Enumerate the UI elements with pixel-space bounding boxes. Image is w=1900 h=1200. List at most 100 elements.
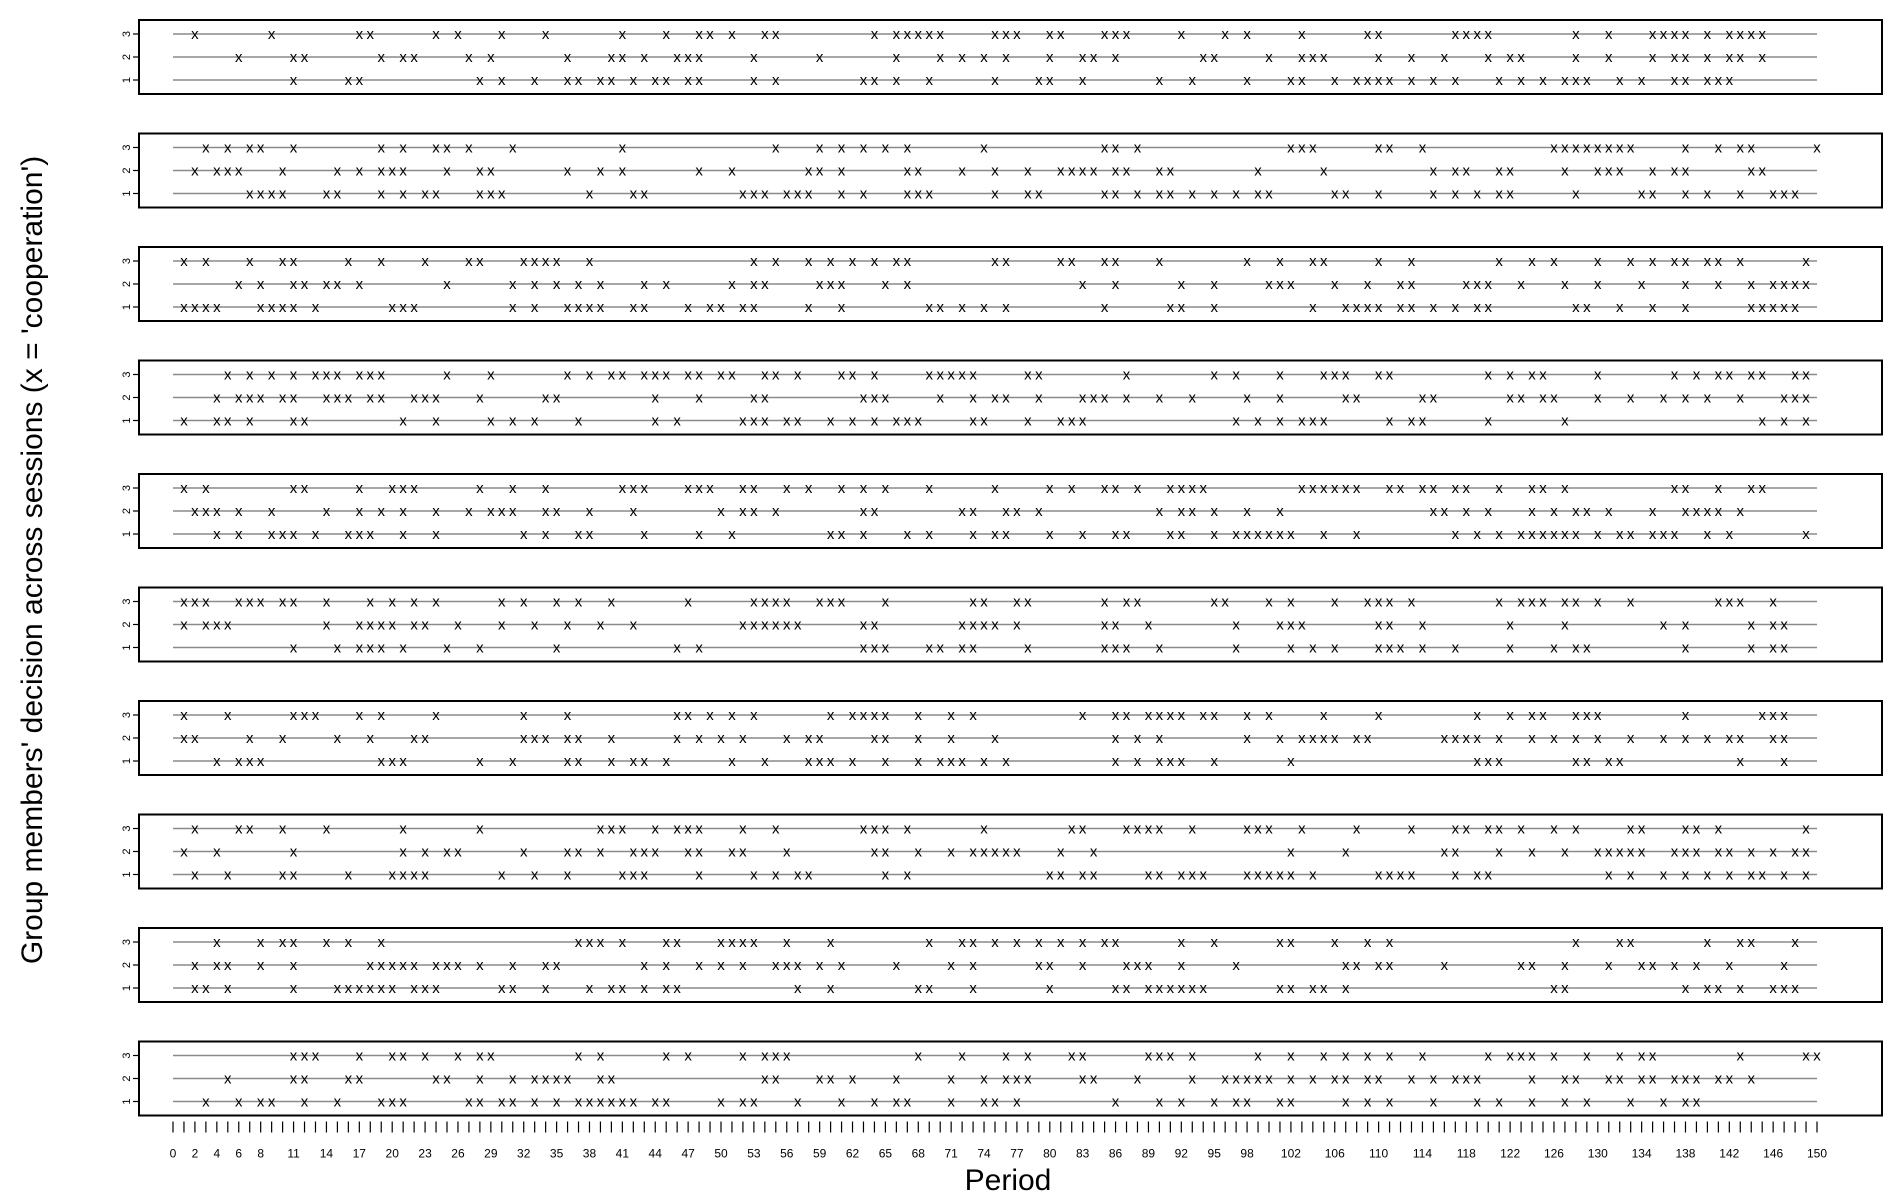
cooperation-mark: x <box>1079 390 1087 407</box>
cooperation-mark: x <box>1561 72 1569 89</box>
cooperation-mark: x <box>1495 730 1503 747</box>
cooperation-mark: x <box>608 367 616 384</box>
cooperation-mark: x <box>1024 367 1032 384</box>
cooperation-mark: x <box>816 753 824 770</box>
cooperation-mark: x <box>783 617 791 634</box>
cooperation-mark: x <box>377 707 385 724</box>
cooperation-mark: x <box>1156 163 1164 180</box>
cooperation-mark: x <box>871 503 879 520</box>
cooperation-mark: x <box>1528 480 1536 497</box>
cooperation-mark: x <box>980 617 988 634</box>
cooperation-mark: x <box>1232 526 1240 543</box>
cooperation-mark: x <box>1178 526 1186 543</box>
cooperation-mark: x <box>1057 163 1065 180</box>
cooperation-mark: x <box>761 1048 769 1065</box>
cooperation-mark: x <box>827 707 835 724</box>
cooperation-mark: x <box>980 1071 988 1088</box>
x-tick-label: 106 <box>1325 1147 1345 1161</box>
cooperation-mark: x <box>1791 367 1799 384</box>
cooperation-mark: x <box>1572 140 1580 157</box>
cooperation-mark: x <box>1210 934 1218 951</box>
cooperation-mark: x <box>1769 980 1777 997</box>
cooperation-mark: x <box>388 1094 396 1111</box>
cooperation-mark: x <box>662 934 670 951</box>
cooperation-mark: x <box>936 753 944 770</box>
cooperation-mark: x <box>1265 707 1273 724</box>
cooperation-mark: x <box>925 526 933 543</box>
cooperation-mark: x <box>1747 163 1755 180</box>
cooperation-mark: x <box>1495 753 1503 770</box>
cooperation-mark: x <box>1704 503 1712 520</box>
cooperation-mark: x <box>882 821 890 838</box>
cooperation-mark: x <box>1013 934 1021 951</box>
cooperation-mark: x <box>706 707 714 724</box>
cooperation-mark: x <box>1134 730 1142 747</box>
cooperation-mark: x <box>1013 594 1021 611</box>
cooperation-mark: x <box>1254 821 1262 838</box>
cooperation-mark: x <box>947 753 955 770</box>
cooperation-mark: x <box>695 730 703 747</box>
cooperation-mark: x <box>882 480 890 497</box>
cooperation-mark: x <box>509 1071 517 1088</box>
cooperation-mark: x <box>1167 480 1175 497</box>
cooperation-mark: x <box>871 730 879 747</box>
cooperation-mark: x <box>1704 253 1712 270</box>
cooperation-mark: x <box>356 480 364 497</box>
cooperation-mark: x <box>1298 49 1306 66</box>
cooperation-mark: x <box>608 49 616 66</box>
cooperation-mark: x <box>871 413 879 430</box>
cooperation-mark: x <box>531 413 539 430</box>
cooperation-mark: x <box>224 867 232 884</box>
cooperation-mark: x <box>377 390 385 407</box>
cooperation-mark: x <box>1287 1071 1295 1088</box>
cooperation-mark: x <box>1506 49 1514 66</box>
cooperation-mark: x <box>586 1094 594 1111</box>
cooperation-mark: x <box>1747 640 1755 657</box>
cooperation-mark: x <box>673 49 681 66</box>
cooperation-mark: x <box>1484 299 1492 316</box>
cooperation-mark: x <box>575 844 583 861</box>
cooperation-mark: x <box>235 594 243 611</box>
cooperation-mark: x <box>1101 480 1109 497</box>
cooperation-mark: x <box>312 367 320 384</box>
cooperation-mark: x <box>838 367 846 384</box>
cooperation-mark: x <box>1780 413 1788 430</box>
cooperation-mark: x <box>1386 957 1394 974</box>
cooperation-mark: x <box>1506 707 1514 724</box>
cooperation-mark: x <box>1419 390 1427 407</box>
cooperation-mark: x <box>235 1094 243 1111</box>
cooperation-mark: x <box>1758 413 1766 430</box>
cooperation-mark: x <box>367 367 375 384</box>
cooperation-mark: x <box>893 49 901 66</box>
cooperation-mark: x <box>871 707 879 724</box>
cooperation-mark: x <box>323 503 331 520</box>
cooperation-mark: x <box>1473 26 1481 43</box>
cooperation-mark: x <box>1758 49 1766 66</box>
cooperation-mark: x <box>980 1094 988 1111</box>
cooperation-mark: x <box>1813 140 1821 157</box>
cooperation-mark: x <box>608 753 616 770</box>
cooperation-mark: x <box>279 934 287 951</box>
cooperation-mark: x <box>345 980 353 997</box>
cooperation-mark: x <box>1178 934 1186 951</box>
cooperation-mark: x <box>1156 253 1164 270</box>
cooperation-mark: x <box>1802 1048 1810 1065</box>
cooperation-mark: x <box>1495 844 1503 861</box>
cooperation-mark: x <box>597 934 605 951</box>
cooperation-mark: x <box>1254 1048 1262 1065</box>
cooperation-mark: x <box>728 844 736 861</box>
cooperation-mark: x <box>1539 480 1547 497</box>
cooperation-mark: x <box>1693 1071 1701 1088</box>
cooperation-mark: x <box>1408 821 1416 838</box>
cooperation-mark: x <box>969 413 977 430</box>
cooperation-mark: x <box>630 480 638 497</box>
cooperation-mark: x <box>1035 367 1043 384</box>
cooperation-mark: x <box>290 413 298 430</box>
cooperation-mark: x <box>367 980 375 997</box>
cooperation-mark: x <box>1090 49 1098 66</box>
cooperation-mark: x <box>695 957 703 974</box>
